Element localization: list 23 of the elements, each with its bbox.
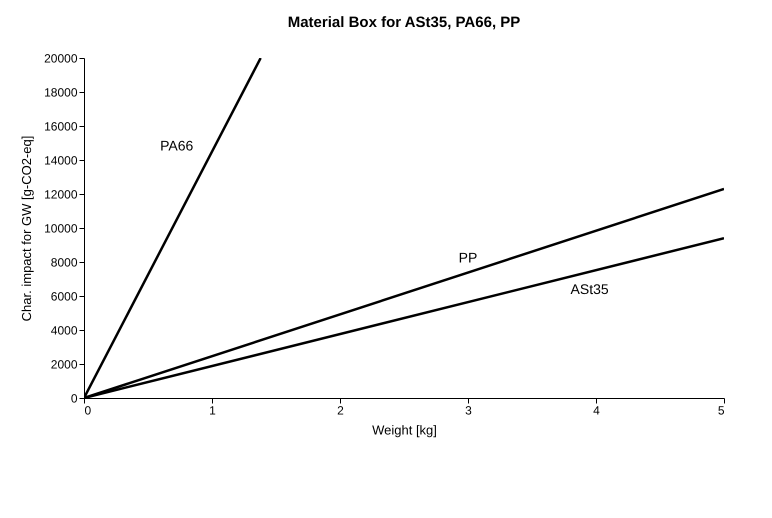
series-label: PP — [458, 250, 478, 266]
y-tick-label: 16000 — [44, 120, 78, 134]
x-tick-label: 1 — [209, 404, 216, 418]
y-tick-label: 12000 — [44, 188, 78, 202]
y-axis-title: Char. impact for GW [g-CO2-eq] — [19, 136, 34, 322]
x-axis-title: Weight [kg] — [372, 422, 437, 438]
y-tick-label: 4000 — [50, 324, 78, 338]
y-tick-label: 20000 — [44, 52, 78, 66]
x-tick-label: 4 — [593, 404, 600, 418]
chart-title: Material Box for ASt35, PA66, PP — [288, 14, 520, 31]
x-tick-label: 2 — [337, 404, 344, 418]
x-tick-label: 5 — [718, 404, 725, 418]
x-tick-label: 0 — [84, 404, 92, 418]
y-tick-label: 14000 — [44, 154, 78, 168]
y-tick-label: 0 — [70, 392, 78, 406]
y-tick-label: 18000 — [44, 86, 78, 100]
series-label: PA66 — [160, 137, 194, 154]
y-tick-label: 2000 — [50, 358, 78, 372]
y-tick-label: 8000 — [50, 256, 78, 270]
y-tick-label: 10000 — [44, 222, 78, 236]
x-tick-label: 3 — [465, 404, 472, 418]
series-label: ASt35 — [570, 280, 609, 297]
y-tick-label: 6000 — [50, 290, 78, 304]
